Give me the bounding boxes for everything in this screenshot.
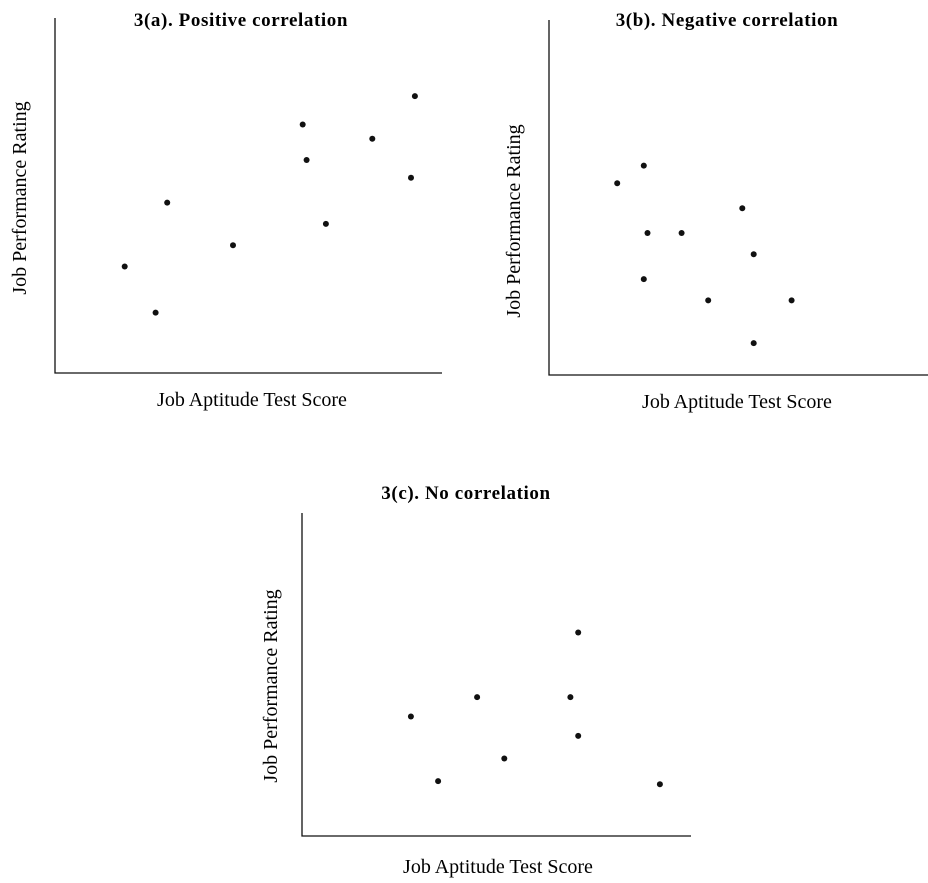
- chart-a-axes: [54, 18, 442, 374]
- chart-a-point: [152, 309, 159, 316]
- chart-b-points: [614, 162, 795, 347]
- chart-c-point: [575, 732, 582, 739]
- chart-b-x-axis-label: Job Aptitude Test Score: [642, 391, 832, 413]
- chart-b-point: [644, 230, 651, 236]
- chart-no-correlation: 3(c). No correlation Job Performance Rat…: [260, 483, 691, 878]
- chart-c-x-axis-label: Job Aptitude Test Score: [403, 856, 593, 878]
- chart-a-point: [408, 174, 414, 181]
- chart-c-points: [407, 629, 663, 788]
- chart-positive-correlation: 3(a). Positive correlation Job Performan…: [9, 10, 442, 411]
- chart-c-point: [567, 694, 574, 701]
- chart-a-point: [411, 93, 418, 100]
- chart-b-y-axis-label: Job Performance Rating: [503, 124, 525, 317]
- chart-a-y-axis-label: Job Performance Rating: [9, 101, 31, 294]
- chart-b-point: [788, 297, 795, 304]
- chart-b-point: [640, 276, 647, 283]
- chart-b-point: [678, 230, 685, 236]
- chart-c-point: [656, 781, 663, 788]
- chart-a-point: [121, 263, 128, 270]
- chart-a-point: [303, 157, 310, 163]
- chart-b-point: [640, 162, 647, 169]
- chart-c-y-axis-label: Job Performance Rating: [260, 589, 282, 782]
- chart-c-point: [435, 778, 442, 785]
- chart-b-title: 3(b). Negative correlation: [616, 10, 839, 31]
- chart-b-point: [614, 180, 621, 187]
- chart-c-point: [474, 694, 481, 701]
- chart-a-points: [121, 93, 418, 316]
- chart-a-point: [299, 121, 306, 128]
- chart-b-point: [739, 205, 746, 212]
- chart-b-point: [750, 340, 757, 347]
- chart-b-point: [750, 251, 757, 258]
- chart-a-point: [230, 242, 236, 249]
- chart-b-axes: [548, 20, 928, 376]
- chart-a-point: [164, 199, 171, 206]
- chart-c-point: [407, 713, 414, 720]
- chart-a-point: [369, 135, 376, 142]
- chart-c-axes: [301, 513, 691, 837]
- chart-c-point: [575, 629, 582, 636]
- chart-c-title: 3(c). No correlation: [381, 483, 550, 504]
- chart-a-x-axis-label: Job Aptitude Test Score: [157, 389, 347, 411]
- chart-a-point: [322, 220, 329, 227]
- chart-c-point: [501, 755, 508, 762]
- chart-negative-correlation: 3(b). Negative correlation Job Performan…: [503, 10, 928, 413]
- chart-a-title: 3(a). Positive correlation: [134, 10, 348, 31]
- chart-b-point: [705, 297, 712, 304]
